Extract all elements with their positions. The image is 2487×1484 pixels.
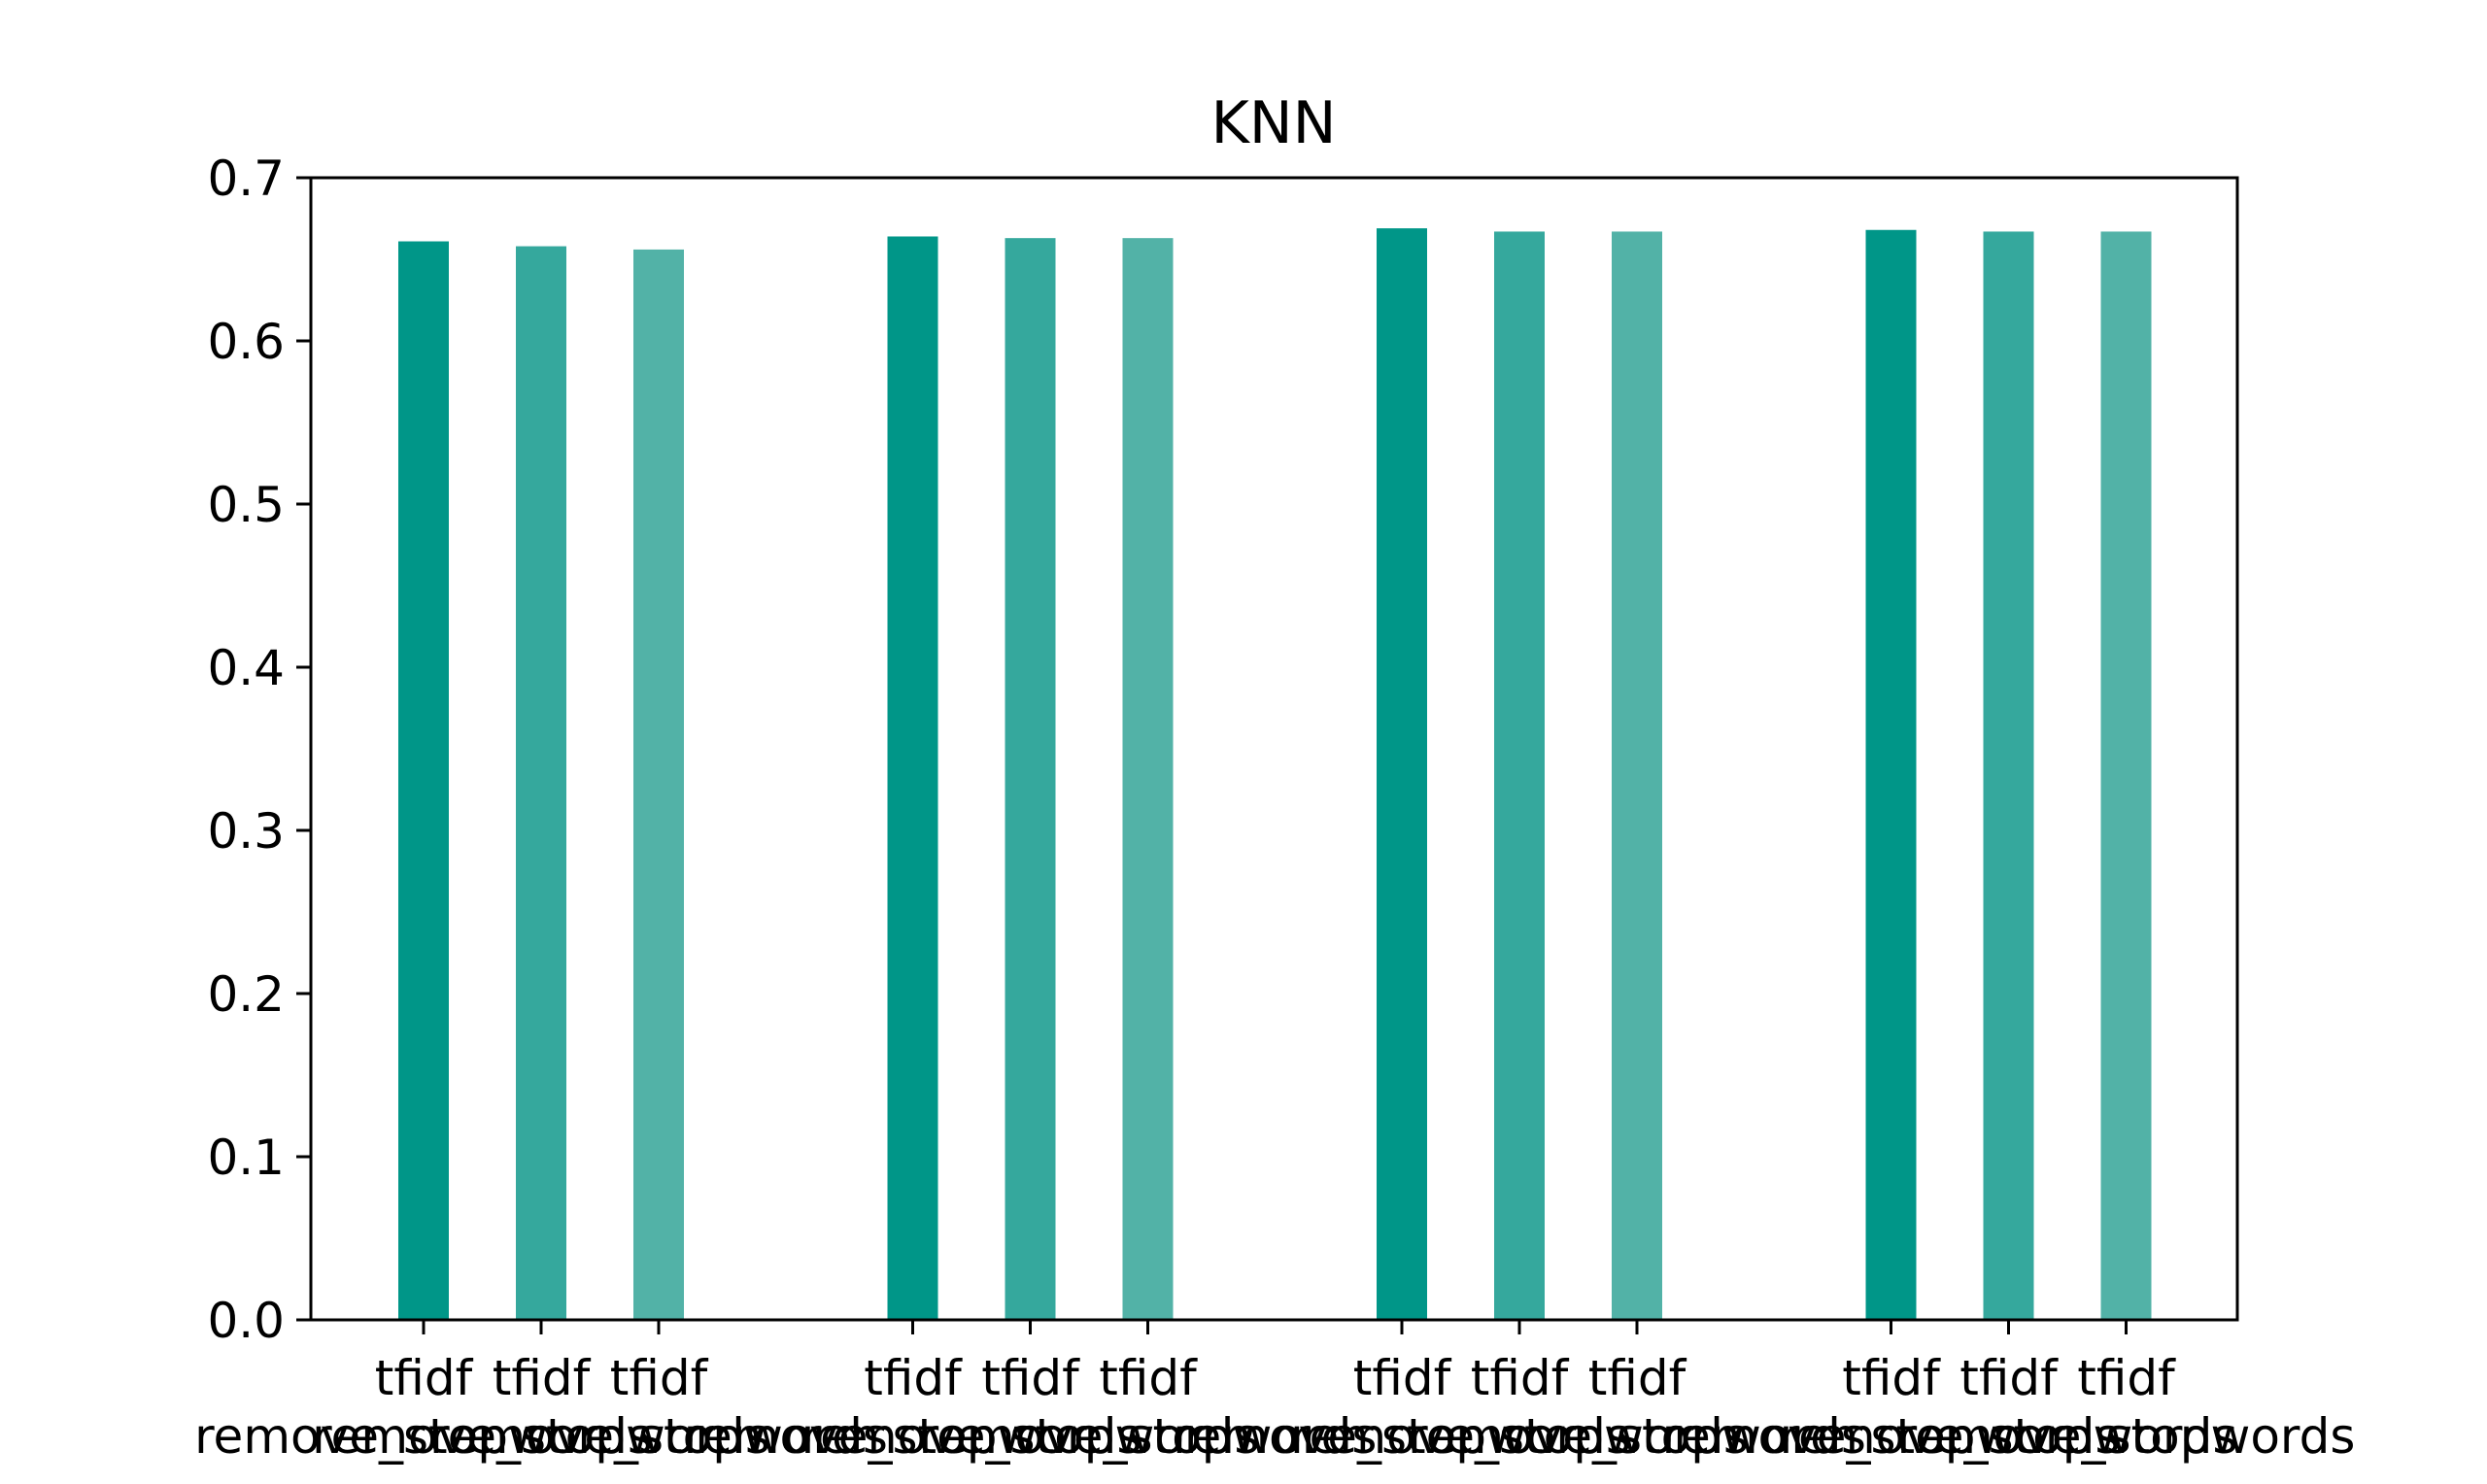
x-tick-label-line2: remove_stopwords	[1290, 1408, 1749, 1465]
x-tick-label-line2: remove_stopwords	[1897, 1408, 2356, 1465]
x-tick-label-line2: remove_stopwords	[1780, 1408, 2238, 1465]
bar	[1494, 231, 1545, 1321]
bar	[633, 249, 684, 1320]
y-tick-label: 0.4	[207, 640, 285, 696]
bar	[887, 236, 938, 1321]
x-tick-label-line1: tfidf	[1353, 1350, 1452, 1406]
x-tick-label-line2: remove_stopwords	[801, 1408, 1260, 1465]
plot-area-frame	[309, 176, 2239, 1322]
bar	[1122, 238, 1174, 1320]
bars-layer	[398, 228, 2152, 1321]
x-tick-label-line1: tfidf	[981, 1350, 1080, 1406]
bar	[1612, 231, 1662, 1321]
y-tick-label: 0.0	[207, 1293, 285, 1349]
y-tick-label: 0.3	[207, 803, 285, 860]
x-tick-label-line2: remove_stopwords	[684, 1408, 1142, 1465]
x-tick-label-line1: tfidf	[610, 1350, 709, 1406]
bar	[516, 246, 566, 1320]
bar	[1005, 238, 1056, 1320]
x-tick-label-line1: tfidf	[1842, 1350, 1941, 1406]
y-tick-label: 0.1	[207, 1130, 285, 1186]
x-tick-label-line1: tfidf	[1471, 1350, 1570, 1406]
x-tick-label-line1: tfidf	[1099, 1350, 1198, 1406]
x-tick-label-line2: remove_stopwords	[312, 1408, 770, 1465]
x-tick-label-line2: remove_stopwords	[919, 1408, 1378, 1465]
x-tick-label-line2: remove_stopwords	[1662, 1408, 2121, 1465]
x-tick-label-line1: tfidf	[2077, 1350, 2176, 1406]
y-tick-label: 0.2	[207, 966, 285, 1023]
x-tick-label-line1: tfidf	[864, 1350, 963, 1406]
bar	[1865, 229, 1917, 1320]
bar	[1983, 231, 2034, 1321]
y-tick-label: 0.6	[207, 314, 285, 370]
x-axis: tfidfremove_stopwordstfidfremove_stopwor…	[194, 1320, 2355, 1465]
bar	[1377, 228, 1427, 1321]
x-tick-label-line2: remove_stopwords	[429, 1408, 888, 1465]
x-tick-label-line2: remove_stopwords	[1408, 1408, 1866, 1465]
bar	[2100, 231, 2152, 1321]
x-tick-label-line1: tfidf	[1588, 1350, 1687, 1406]
y-axis: 0.0 0.1 0.2 0.3 0.4 0.5 0.6 0.7	[207, 151, 311, 1349]
x-tick-label-line1: tfidf	[1959, 1350, 2059, 1406]
x-tick-label-line2: remove_stopwords	[1173, 1408, 1631, 1465]
y-tick-label: 0.7	[207, 151, 285, 207]
x-tick-label-line1: tfidf	[375, 1350, 474, 1406]
bar	[398, 241, 449, 1320]
y-tick-label: 0.5	[207, 477, 285, 533]
x-tick-label-line2: remove_stopwords	[194, 1408, 653, 1465]
chart-title: KNN	[1210, 89, 1336, 157]
x-tick-label-line1: tfidf	[493, 1350, 592, 1406]
